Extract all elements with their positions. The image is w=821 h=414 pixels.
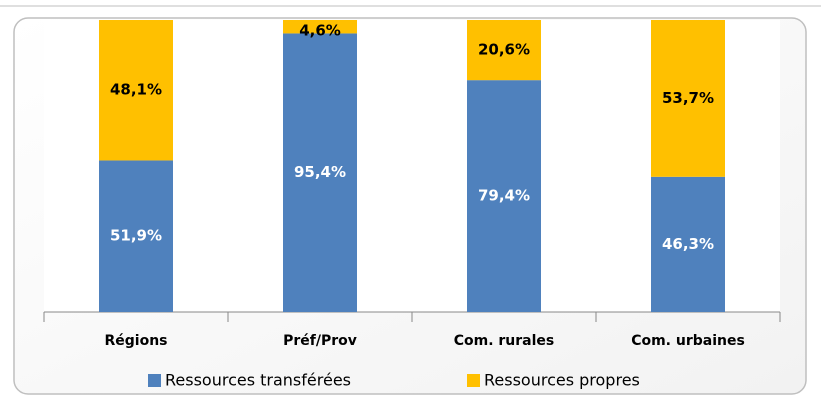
data-label: 48,1% (110, 81, 162, 99)
data-label: 95,4% (294, 163, 346, 181)
bar-segment (651, 176, 725, 312)
bar-segment (283, 33, 357, 312)
bar-segment (651, 20, 725, 177)
bar-segment (99, 160, 173, 312)
data-label: 51,9% (110, 227, 162, 245)
bar-segment (467, 20, 541, 81)
data-label: 79,4% (478, 187, 530, 205)
legend-swatch (467, 374, 480, 387)
data-label: 46,3% (662, 235, 714, 253)
legend-swatch (148, 374, 161, 387)
x-tick-label: Préf/Prov (283, 333, 357, 349)
bar-segment (283, 20, 357, 34)
data-label: 4,6% (299, 22, 341, 40)
data-label: 20,6% (478, 41, 530, 59)
x-tick-label: Régions (104, 333, 167, 349)
legend-label: Ressources propres (484, 371, 640, 390)
legend-label: Ressources transférées (165, 371, 351, 390)
bar-segment (99, 20, 173, 161)
x-tick-label: Com. rurales (454, 333, 555, 349)
bar-segment (467, 80, 541, 312)
data-label: 53,7% (662, 89, 714, 107)
x-tick-label: Com. urbaines (631, 333, 745, 349)
